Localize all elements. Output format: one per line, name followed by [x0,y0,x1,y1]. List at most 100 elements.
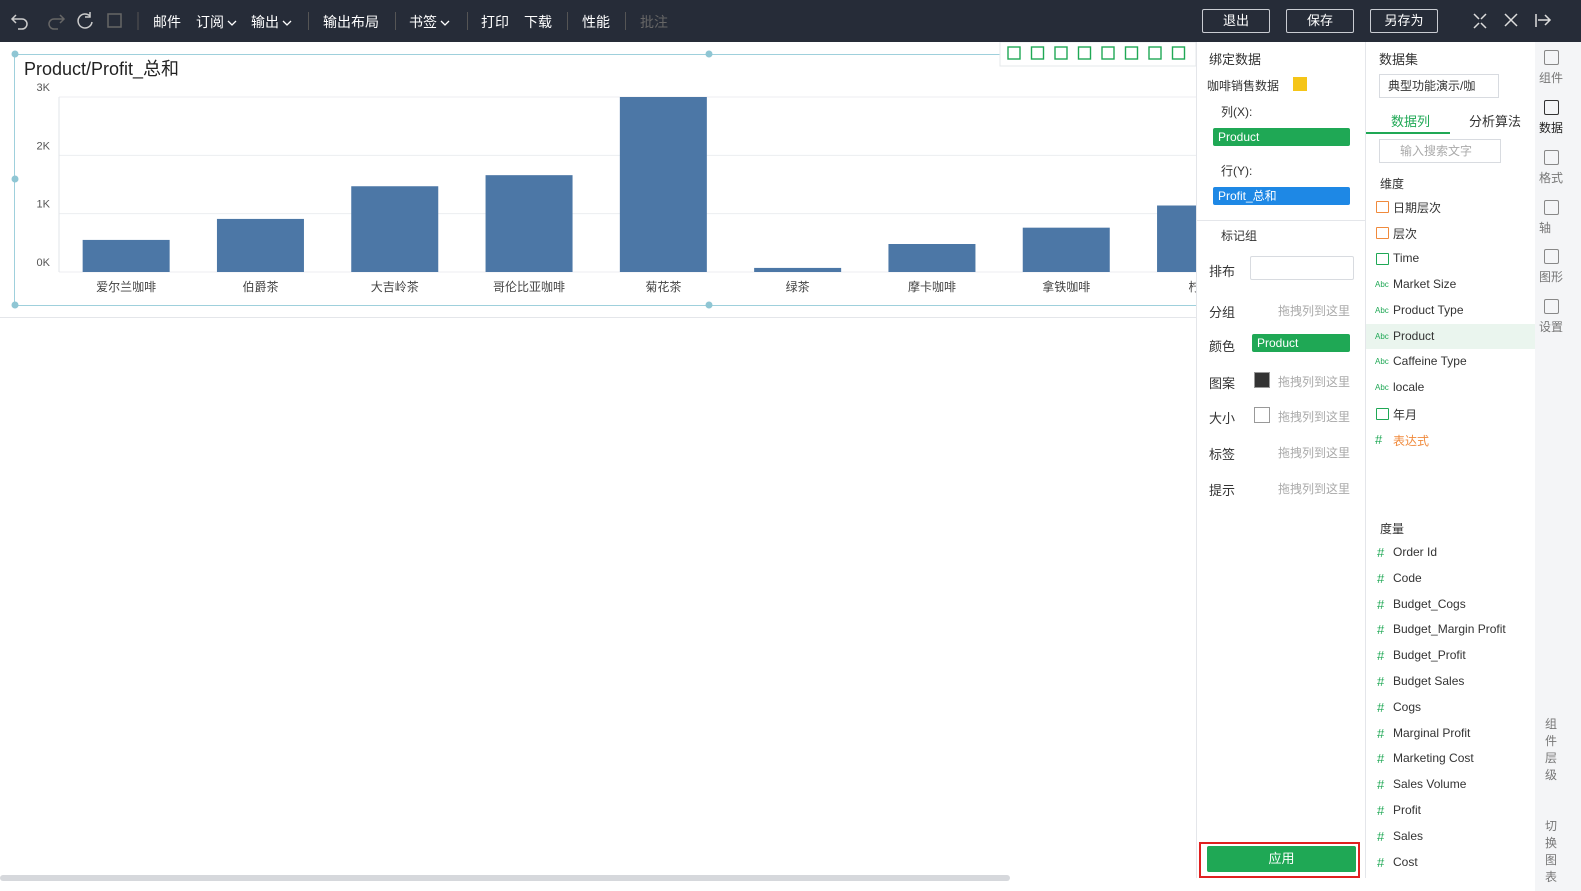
field[interactable]: Budget_Profit [1393,648,1466,663]
rail-icon[interactable] [1544,150,1559,165]
field[interactable]: Cost [1393,854,1418,869]
dataset-select[interactable]: 典型功能演示/咖 [1379,74,1499,98]
field[interactable]: Budget Sales [1393,674,1465,688]
scrollbar[interactable] [0,875,1010,881]
rail-icon[interactable] [1544,50,1559,65]
bar [351,186,439,272]
rail-label[interactable]: 数据 [1539,121,1564,135]
field[interactable]: Marketing Cost [1393,751,1474,766]
plot: 爱尔兰咖啡 伯爵茶 大吉岭茶 哥伦比亚咖啡 菊花茶 绿茶 摩卡咖啡 拿铁咖啡 柠檬 [59,96,1196,294]
menu-item[interactable]: 输出布局 [323,14,379,30]
source: 咖啡销售数据 [1207,79,1280,93]
field[interactable]: Sales [1393,828,1424,843]
field[interactable]: locale [1393,380,1425,395]
field[interactable]: Order Id [1393,545,1438,559]
field[interactable]: Budget_Margin Profit [1393,622,1506,637]
field[interactable]: Product [1393,328,1435,343]
field[interactable]: Product Type [1393,302,1464,317]
menu-item[interactable]: 输出 [251,12,292,32]
button[interactable]: 另存为 [1370,9,1438,33]
divider [1196,42,1197,878]
field[interactable]: Market Size [1393,276,1457,291]
menu-item[interactable]: 书签 [409,12,450,32]
field-icon: # [1377,803,1385,818]
rail-label[interactable]: 轴 [1539,221,1552,235]
rail-icon[interactable] [1544,299,1559,314]
y-tick-label: 1K [37,199,51,211]
menu-item[interactable]: 邮件 [153,14,181,30]
field[interactable]: Time [1393,250,1420,265]
tab-underline [1366,132,1450,134]
field[interactable]: Code [1393,570,1422,585]
tab[interactable]: 数据列 [1391,114,1431,129]
swatch[interactable] [1254,407,1270,423]
tool-icon [1077,46,1092,60]
resize-handle [11,175,19,183]
field-icon: # [1377,777,1385,793]
rail-label[interactable]: 格式 [1539,171,1564,185]
button[interactable]: 退出 [1202,9,1270,33]
section-label: 标记组 [1221,229,1258,243]
resize-handle [11,301,19,309]
x-tick-label: 大吉岭茶 [371,279,419,294]
field-pill[interactable]: Profit_总和 [1213,187,1350,205]
drop-zone[interactable]: 拖拽列到这里 [1278,304,1351,318]
menu-item[interactable]: 订阅 [196,12,237,32]
field-pill[interactable]: Product [1213,128,1350,146]
rail-label[interactable]: 组件 [1539,71,1564,85]
separator [308,12,309,30]
rail-icon[interactable] [1544,100,1559,115]
section-label: 列(X): [1221,105,1253,119]
menu-item[interactable]: 打印 [481,14,509,30]
mark-label: 图案 [1209,376,1236,391]
field[interactable]: 年月 [1393,408,1418,423]
menu-item[interactable]: 性能 [582,14,610,30]
tab[interactable]: 分析算法 [1469,114,1522,129]
field[interactable]: Cogs [1393,699,1422,714]
drop-zone[interactable]: 拖拽列到这里 [1278,375,1351,389]
field[interactable]: Profit [1393,803,1422,817]
menu-item[interactable]: 下载 [524,14,552,30]
rail-label[interactable]: 图形 [1539,270,1564,284]
apply-button[interactable]: 应用 [1207,846,1356,872]
field-icon [1376,226,1389,239]
chart-toolbar [999,42,1196,67]
drop-zone[interactable]: 拖拽列到这里 [1278,410,1351,424]
swatch[interactable] [1254,372,1270,388]
field[interactable]: 日期层次 [1393,201,1442,215]
bar [619,97,707,272]
field-pill[interactable]: Product [1252,334,1350,352]
drop-zone[interactable]: 拖拽列到这里 [1278,482,1351,496]
tool-icon [1171,46,1186,60]
search[interactable]: 输入搜索文字 [1379,139,1501,163]
drop-zone[interactable]: 拖拽列到这里 [1278,446,1351,460]
mark-label: 提示 [1209,483,1236,498]
field[interactable]: Caffeine Type [1393,354,1467,369]
field[interactable]: Sales Volume [1393,777,1467,792]
chart: Product/Profit_总和 爱尔兰咖啡 伯爵茶 大吉岭茶 哥伦比亚咖啡 菊花茶 绿… [11,42,1196,309]
rail-label[interactable]: 组件层级 [1545,717,1558,782]
panel-title: 数据集 [1379,52,1419,67]
field-icon: # [1377,751,1385,767]
field[interactable]: 层次 [1393,226,1418,241]
rail-label[interactable]: 切换图表 [1545,819,1558,884]
field[interactable]: 表达式 [1393,434,1430,449]
rail-label[interactable]: 设置 [1539,320,1564,334]
y-tick-label: 0K [37,257,51,269]
field[interactable]: Budget_Cogs [1393,596,1466,611]
field-icon: Abc [1375,383,1389,393]
bar [754,267,842,272]
select[interactable] [1250,256,1354,280]
bar [82,239,170,272]
mark-label: 分组 [1209,305,1236,320]
field-icon: Abc [1375,279,1389,289]
separator [467,12,468,30]
bar [1022,227,1110,272]
highlight-box [1199,842,1360,878]
rail-icon[interactable] [1544,200,1559,215]
rail-icon[interactable] [1544,249,1559,264]
button[interactable]: 保存 [1286,9,1354,33]
chevron [440,20,450,26]
field[interactable]: Marginal Profit [1393,725,1471,740]
toolbar: 邮件 订阅 输出 输出布局 书签 打印 下载 性能 批注 退出 保存 另存为 [0,0,1581,42]
